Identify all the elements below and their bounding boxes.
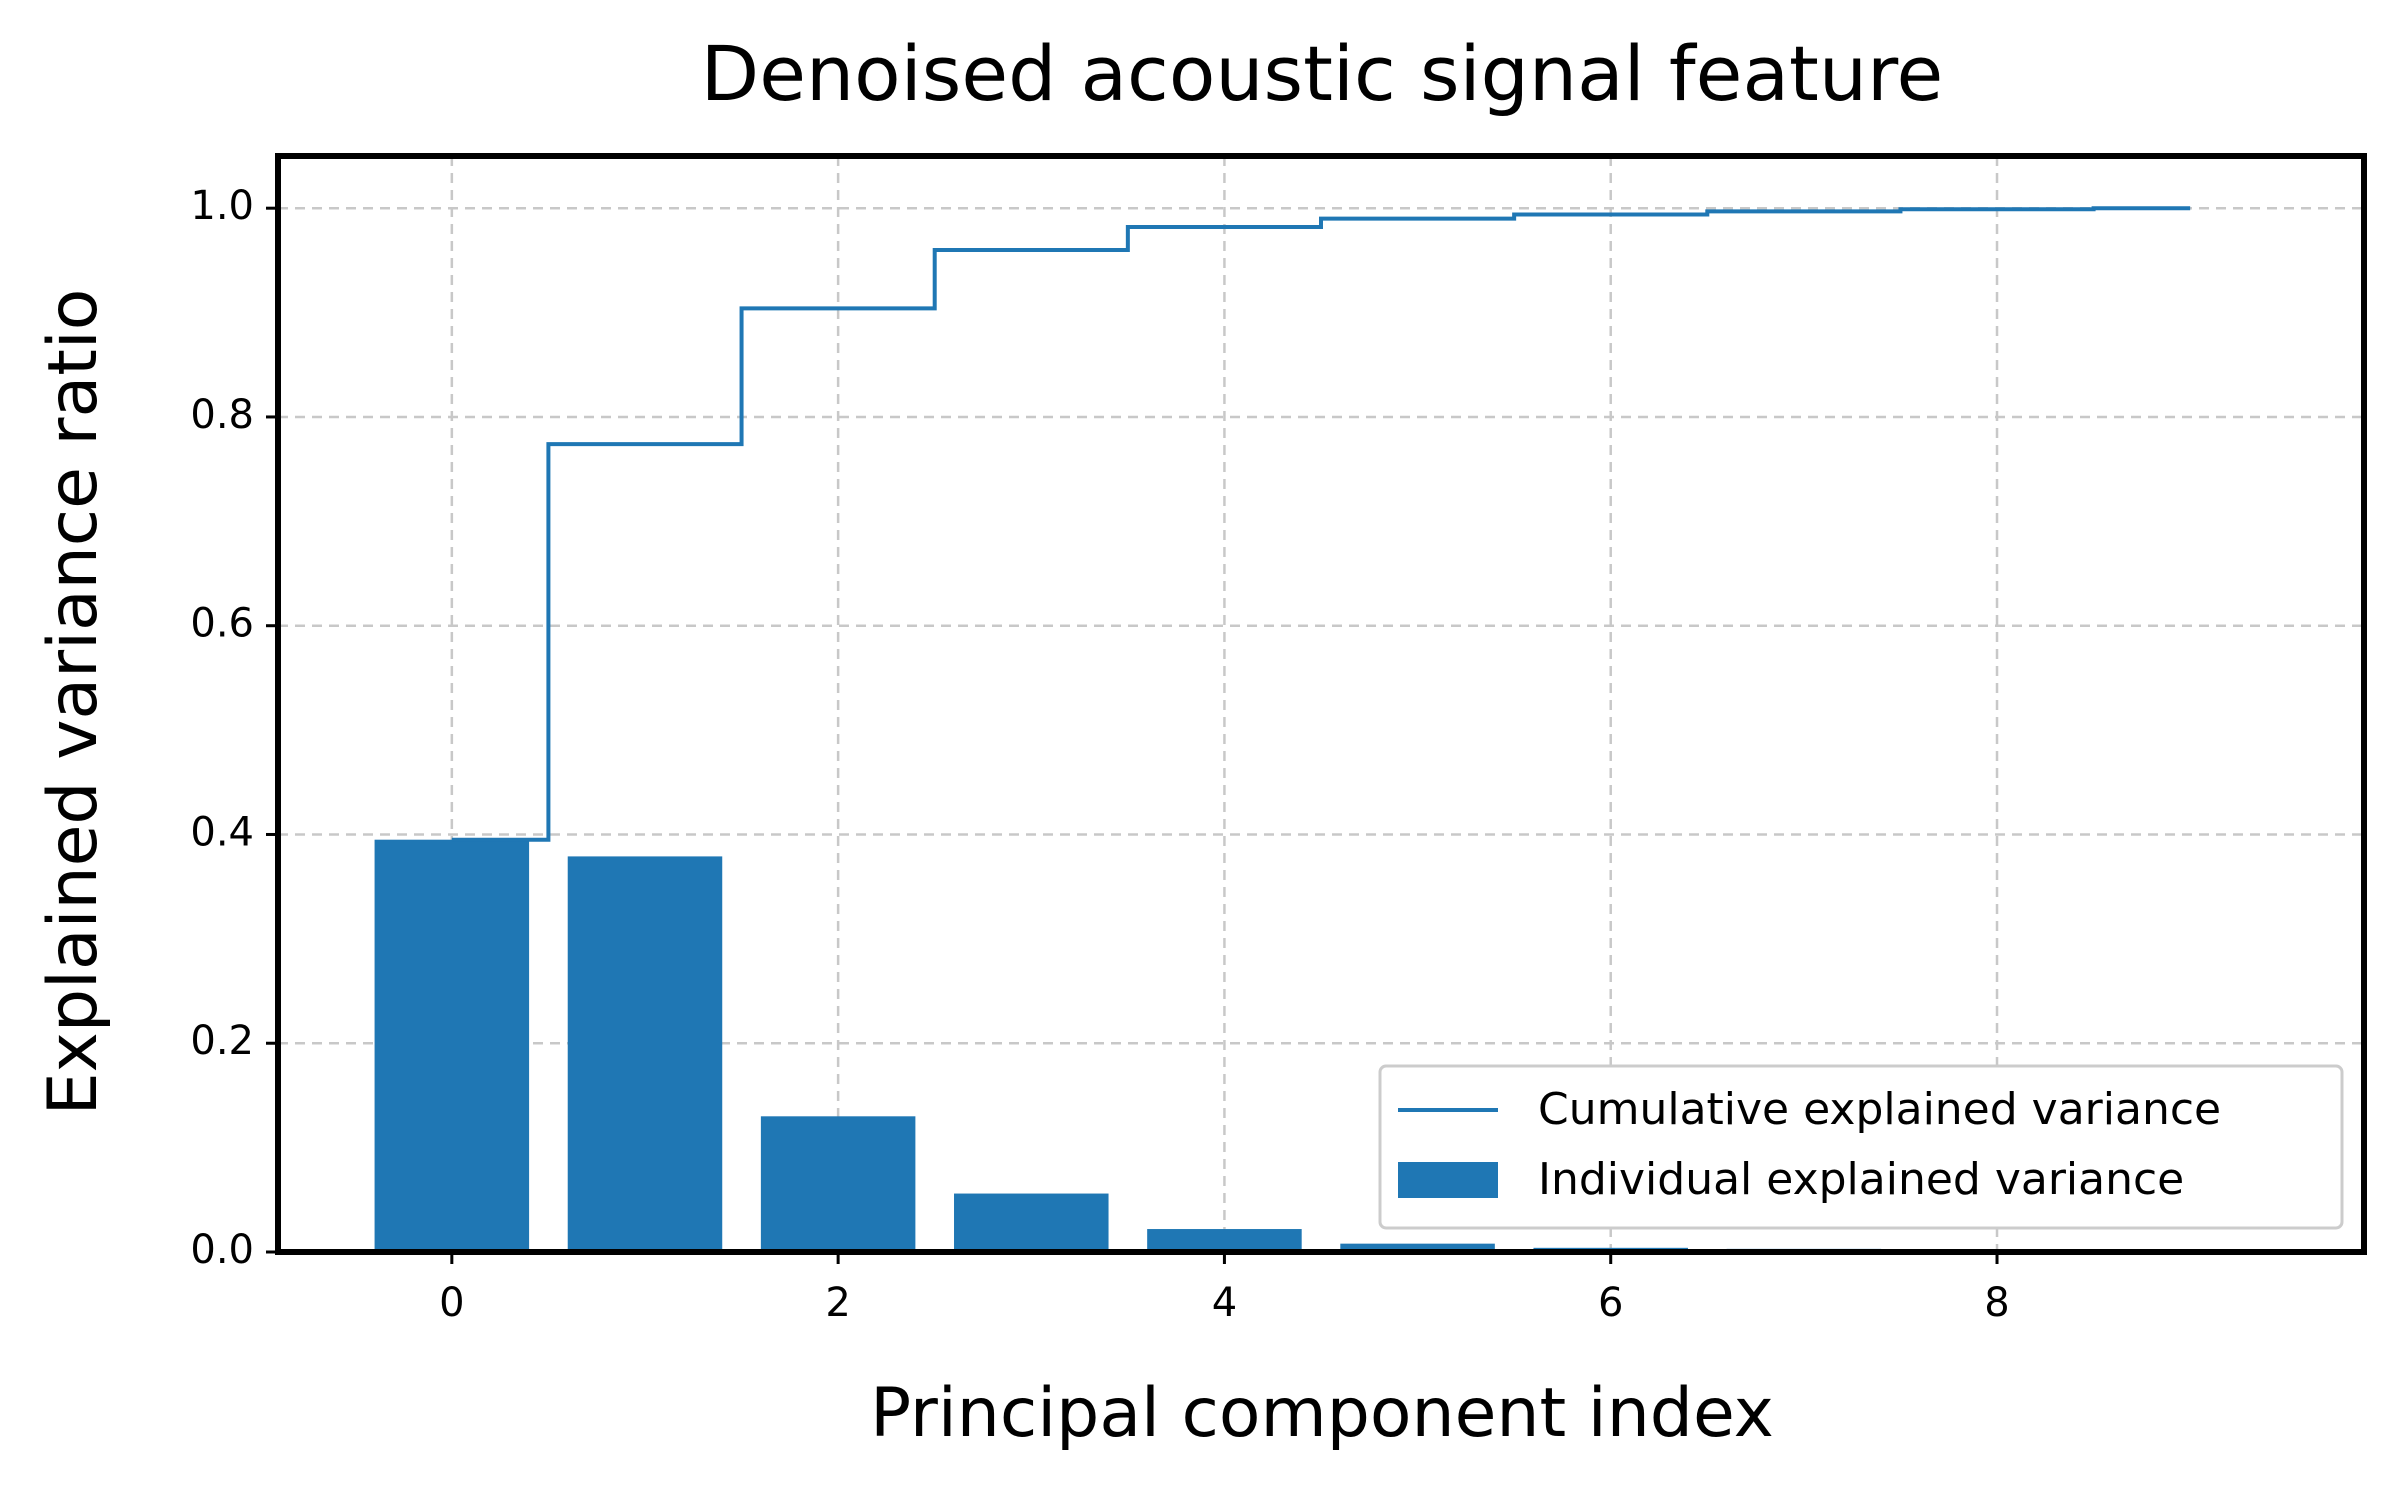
legend-bar-swatch: [1398, 1162, 1498, 1198]
bar-component-3: [954, 1193, 1109, 1252]
y-tick-label: 0.8: [190, 392, 254, 438]
bar-component-0: [374, 839, 530, 1252]
x-tick-label: 4: [1212, 1280, 1237, 1326]
x-tick-label: 2: [825, 1280, 850, 1326]
chart-title: Denoised acoustic signal feature: [701, 29, 1944, 118]
y-tick-label: 0.2: [190, 1018, 254, 1064]
plot-frame: [275, 153, 2367, 1255]
y-axis-label: Explained variance ratio: [34, 289, 113, 1116]
legend-label-cumulative: Cumulative explained variance: [1538, 1084, 2221, 1135]
cumulative-line-series: [451, 206, 2191, 842]
bar-component-2: [760, 1116, 916, 1252]
bar-component-4: [1147, 1229, 1302, 1252]
y-tick-label: 0.0: [190, 1227, 254, 1273]
x-tick-label: 8: [1984, 1280, 2009, 1326]
axis-ticks: 0 2 4 6 8 0.0 0.2 0.4 0.6 0.8 1.0: [190, 183, 2009, 1326]
bar-series: [374, 839, 2268, 1252]
y-tick-label: 1.0: [190, 183, 254, 229]
y-tick-label: 0.4: [190, 809, 254, 855]
legend-label-individual: Individual explained variance: [1538, 1154, 2184, 1205]
bar-component-1: [567, 856, 723, 1252]
legend-box: [1378, 1064, 2344, 1230]
legend: Cumulative explained variance Individual…: [1378, 1064, 2344, 1230]
x-tick-label: 6: [1598, 1280, 1623, 1326]
bar-component-5: [1340, 1243, 1495, 1252]
x-axis-label: Principal component index: [870, 1374, 1774, 1453]
x-tick-label: 0: [439, 1280, 464, 1326]
y-tick-label: 0.6: [190, 601, 254, 647]
cumulative-step-line: [451, 206, 2191, 842]
